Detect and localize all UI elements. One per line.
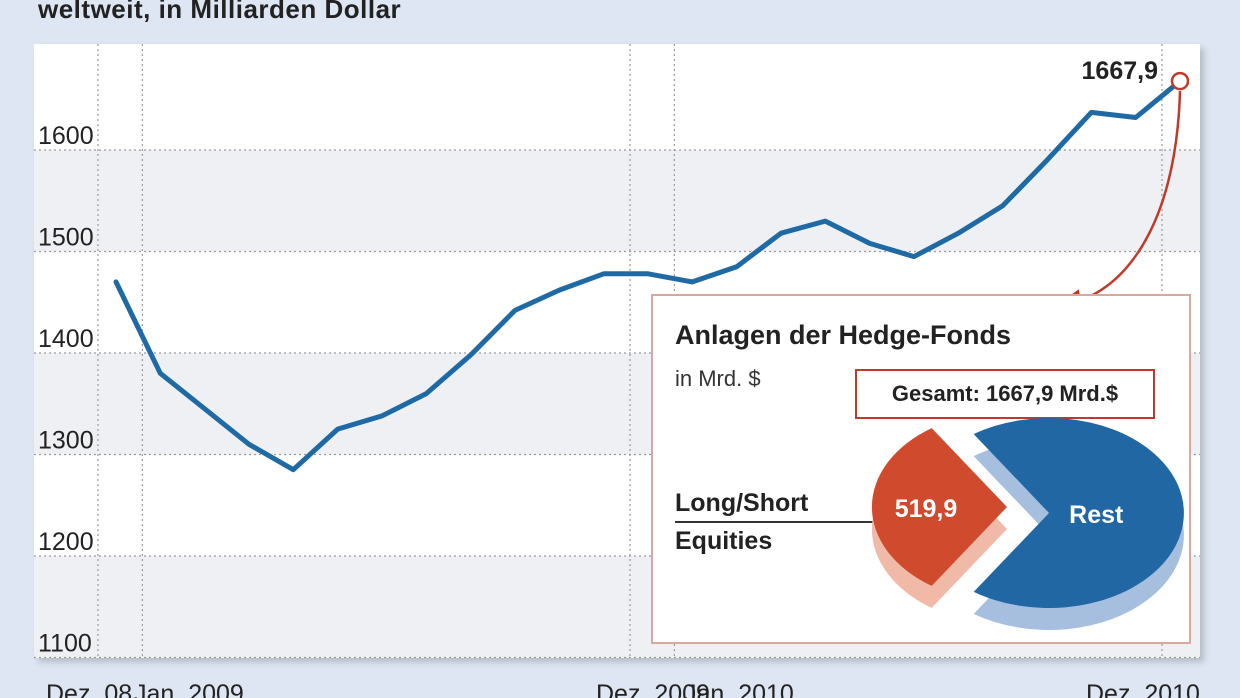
end-value-label: 1667,9: [1082, 57, 1158, 85]
x-tick-label: Jan. 2009: [134, 680, 244, 698]
inset-title: Anlagen der Hedge-Fonds: [675, 320, 1012, 350]
inset-unit: in Mrd. $: [675, 366, 761, 391]
inset-panel: Anlagen der Hedge-Fonds in Mrd. $ Gesamt…: [651, 294, 1191, 644]
rest-label: Rest: [1069, 501, 1124, 529]
rest-slice: [973, 418, 1184, 608]
x-tick-label: Dez. 08: [46, 680, 132, 698]
chart-subtitle: weltweit, in Milliarden Dollar: [38, 0, 402, 24]
long-short-label-line2: Equities: [675, 527, 773, 555]
y-tick-label: 1200: [38, 528, 94, 556]
pie-chart: 519,9 Rest: [675, 418, 1184, 630]
end-point-marker: [1170, 71, 1190, 91]
long-short-slice: [871, 428, 1007, 586]
y-tick-label: 1500: [38, 224, 94, 252]
long-short-label: Long/Short Equities: [675, 484, 808, 560]
x-tick-label: Dez. 2009: [596, 680, 710, 698]
x-tick-label: Dez. 2010: [1086, 680, 1200, 698]
long-short-label-line1: Long/Short: [675, 489, 809, 517]
y-tick-label: 1300: [38, 427, 94, 455]
total-box: Gesamt: 1667,9 Mrd.$: [855, 369, 1155, 419]
grid-band: [34, 150, 1200, 252]
y-tick-label: 1400: [38, 325, 94, 353]
y-tick-label: 1100: [38, 630, 92, 658]
y-tick-label: 1600: [38, 122, 94, 150]
series-line: [113, 78, 1183, 473]
long-short-value: 519,9: [895, 495, 958, 523]
x-tick-label: Jan. 2010: [684, 680, 794, 698]
